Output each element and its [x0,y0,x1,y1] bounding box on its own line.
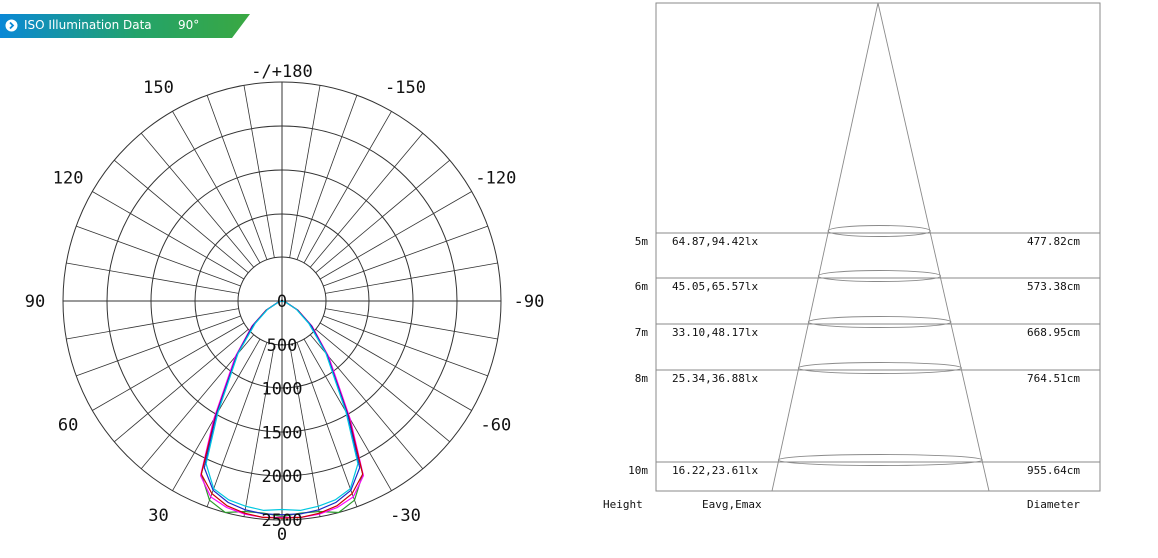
height-label-6m: 6m [635,280,649,293]
grid-spoke-280 [66,308,239,340]
radial-label-2500: 2500 [262,511,303,531]
grid-spoke-160 [296,95,358,260]
light-spot-10m [777,454,983,466]
radial-label-0: 0 [277,292,287,312]
illuminance-label-5m: 64.87,94.42lx [672,235,758,248]
grid-spoke-260 [66,262,239,294]
grid-spoke-70 [323,315,488,377]
grid-spoke-230 [113,159,249,274]
grid-spoke-150 [303,111,392,264]
grid-spoke-220 [140,132,255,268]
light-spot-7m [807,316,952,328]
height-label-7m: 7m [635,326,649,339]
grid-spoke-310 [113,328,249,443]
angle-label--120: -120 [475,169,516,189]
grid-spoke-130 [315,159,451,274]
grid-spoke-120 [319,191,472,280]
grid-spoke-200 [206,95,268,260]
angle-label--30: -30 [390,506,421,526]
grid-spoke-250 [76,225,241,287]
angle-label-30: 30 [148,506,168,526]
grid-spoke-110 [323,225,488,287]
banner-title: ISO Illumination Data [24,18,152,32]
chevron-right-icon [5,19,18,32]
angle-label-120: 120 [53,169,84,189]
grid-spoke-10 [289,344,321,517]
angle-label-150: 150 [143,78,174,98]
angle-label--180: -/+180 [251,62,312,82]
diameter-label-5m: 477.82cm [1027,235,1080,248]
cone-edge-left [771,2,879,492]
footer-values: Eavg,Emax [702,498,762,511]
grid-spoke-350 [243,344,275,517]
banner-angle: 90° [178,18,200,32]
light-spot-8m [797,362,962,374]
grid-spoke-210 [172,111,261,264]
radial-label-500: 500 [267,336,298,356]
height-label-10m: 10m [628,464,648,477]
angle-label--90: -90 [514,292,545,312]
banner-shape [0,14,250,38]
illumination-banner: ISO Illumination Data 90° [0,14,250,38]
illuminance-label-6m: 45.05,65.57lx [672,280,758,293]
diameter-label-10m: 955.64cm [1027,464,1080,477]
light-spot-6m [817,270,942,282]
grid-spoke-50 [315,328,451,443]
grid-spoke-340 [206,342,268,507]
angle-label-60: 60 [58,416,78,436]
illuminance-label-10m: 16.22,23.61lx [672,464,758,477]
diameter-label-6m: 573.38cm [1027,280,1080,293]
angle-label-90: 90 [25,292,45,312]
radial-label-2000: 2000 [262,467,303,487]
angle-label--60: -60 [481,416,512,436]
radial-label-1500: 1500 [262,423,303,443]
polar-chart: 0 500 1000 1500 2000 2500 -/+180 -150 150 -120 120… [25,62,545,545]
grid-spoke-170 [289,85,321,258]
illuminance-label-7m: 33.10,48.17lx [672,326,758,339]
grid-spoke-190 [243,85,275,258]
footer-height: Height [603,498,643,511]
grid-spoke-80 [325,308,498,340]
grid-spoke-140 [309,132,424,268]
height-label-8m: 8m [635,372,649,385]
series-curve-4 [205,300,359,512]
light-spot-5m [827,225,931,237]
diameter-label-7m: 668.95cm [1027,326,1080,339]
diameter-label-8m: 764.51cm [1027,372,1080,385]
grid-spoke-290 [76,315,241,377]
cone-chart: 5m 64.87,94.42lx 477.82cm 6m 45.05,65.57lx 57… [603,2,1101,511]
illuminance-label-8m: 25.34,36.88lx [672,372,758,385]
angle-label-0: 0 [277,525,287,545]
grid-spoke-60 [319,322,472,411]
height-label-5m: 5m [635,235,649,248]
grid-spoke-100 [325,262,498,294]
radial-label-1000: 1000 [262,380,303,400]
cone-edge-right [877,2,990,492]
grid-spoke-240 [92,191,245,280]
grid-spoke-20 [296,342,358,507]
grid-spoke-300 [92,322,245,411]
angle-label--150: -150 [385,78,426,98]
footer-diameter: Diameter [1027,498,1080,511]
